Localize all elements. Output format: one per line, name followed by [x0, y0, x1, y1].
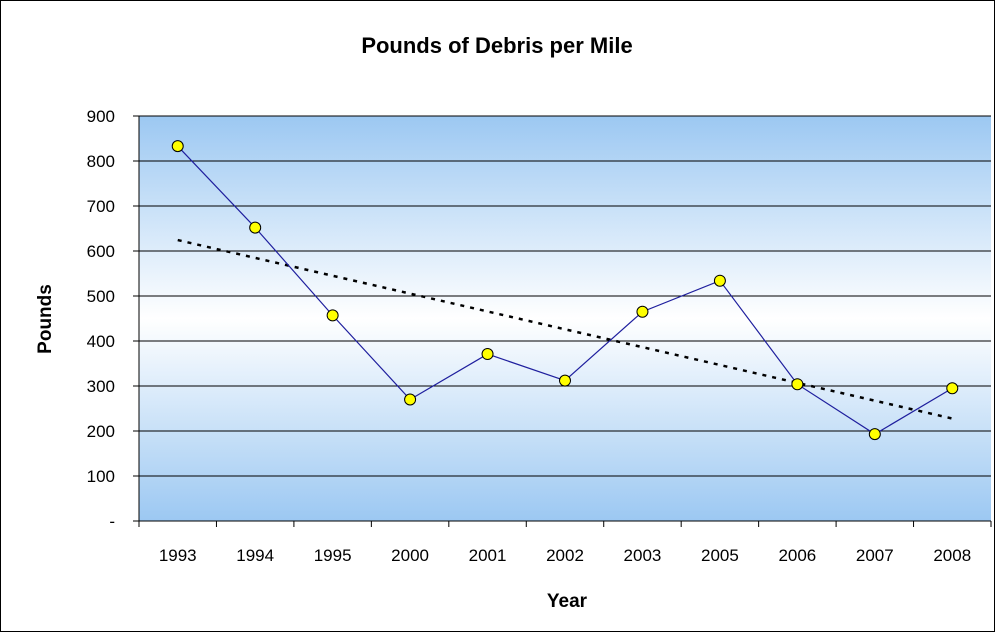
- x-tick-label: 2008: [933, 546, 971, 565]
- y-tick-label: 600: [87, 242, 115, 261]
- x-tick-label: 2003: [624, 546, 662, 565]
- data-point: [791, 378, 804, 391]
- data-point: [481, 348, 494, 361]
- data-point: [636, 305, 649, 318]
- y-tick-label: 500: [87, 287, 115, 306]
- axes: [133, 115, 992, 527]
- x-tick-label: 1995: [314, 546, 352, 565]
- y-tick-label: 900: [87, 107, 115, 126]
- data-point: [559, 374, 571, 387]
- y-tick-label: -: [109, 512, 115, 531]
- trendline: [177, 238, 953, 420]
- chart-title: Pounds of Debris per Mile: [361, 33, 632, 58]
- data-point: [946, 382, 959, 395]
- data-point: [171, 140, 184, 153]
- y-tick-labels: - 100 200 300 400 500 600 700 800 900: [87, 107, 115, 531]
- y-axis-title: Pounds: [35, 284, 56, 354]
- x-tick-label: 2006: [778, 546, 816, 565]
- data-point: [326, 309, 339, 322]
- data-point: [249, 221, 262, 234]
- data-point: [868, 428, 881, 441]
- x-tick-label: 1994: [236, 546, 274, 565]
- x-tick-labels: 1993 1994 1995 2000 2001 2002 2003 2005 2006 2007…: [159, 546, 971, 565]
- x-tick-label: 1993: [159, 546, 197, 565]
- x-tick-label: 2007: [856, 546, 894, 565]
- y-tick-label: 400: [87, 332, 115, 351]
- y-tick-label: 700: [87, 197, 115, 216]
- gridlines: [139, 115, 991, 477]
- y-tick-label: 100: [87, 467, 115, 486]
- y-tick-label: 800: [87, 152, 115, 171]
- data-point: [404, 393, 417, 406]
- x-tick-label: 2001: [469, 546, 507, 565]
- plot-area: [139, 116, 991, 521]
- x-tick-label: 2000: [391, 546, 429, 565]
- trendline: [177, 238, 953, 420]
- data-point: [713, 274, 726, 287]
- y-tick-label: 300: [87, 377, 115, 396]
- y-tick-label: 200: [87, 422, 115, 441]
- data-series: [171, 140, 959, 441]
- x-tick-label: 2005: [701, 546, 739, 565]
- x-axis-title: Year: [547, 591, 588, 612]
- x-tick-label: 2002: [546, 546, 584, 565]
